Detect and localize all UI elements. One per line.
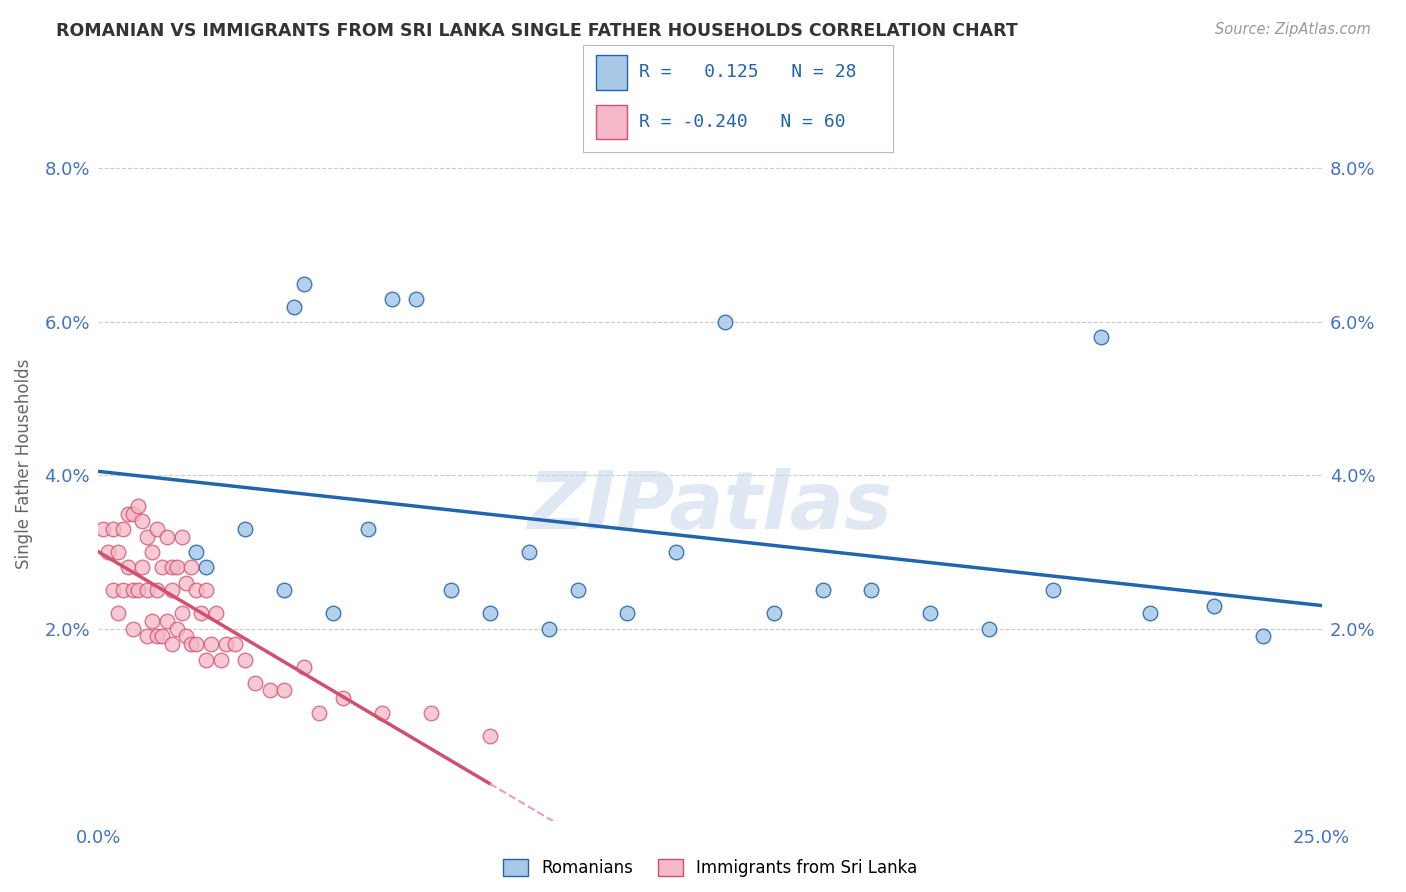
- Point: [665, 545, 688, 559]
- Point: [209, 652, 232, 666]
- Point: [977, 622, 1000, 636]
- Point: [205, 607, 228, 621]
- Text: Source: ZipAtlas.com: Source: ZipAtlas.com: [1215, 22, 1371, 37]
- Point: [186, 637, 208, 651]
- Point: [111, 583, 134, 598]
- Point: [121, 507, 143, 521]
- Point: [195, 583, 218, 598]
- Point: [371, 706, 394, 721]
- Point: [156, 614, 179, 628]
- Point: [195, 560, 218, 574]
- Point: [166, 622, 188, 636]
- Text: ZIPatlas: ZIPatlas: [527, 467, 893, 546]
- Point: [233, 522, 256, 536]
- Point: [101, 583, 124, 598]
- Point: [150, 630, 173, 644]
- Point: [176, 575, 198, 590]
- Point: [91, 522, 114, 536]
- Point: [146, 583, 169, 598]
- Point: [180, 637, 202, 651]
- Point: [405, 292, 427, 306]
- Point: [131, 515, 153, 529]
- Point: [811, 583, 834, 598]
- Point: [117, 560, 139, 574]
- Point: [356, 522, 378, 536]
- Point: [478, 607, 501, 621]
- Point: [332, 690, 354, 705]
- Y-axis label: Single Father Households: Single Father Households: [15, 359, 34, 569]
- Point: [121, 622, 143, 636]
- Point: [1251, 630, 1274, 644]
- Point: [224, 637, 246, 651]
- Point: [292, 277, 315, 291]
- Point: [420, 706, 443, 721]
- Point: [111, 522, 134, 536]
- Point: [107, 545, 129, 559]
- Point: [259, 683, 281, 698]
- Point: [322, 607, 344, 621]
- Point: [243, 675, 266, 690]
- Point: [156, 530, 179, 544]
- Point: [170, 530, 193, 544]
- Point: [176, 630, 198, 644]
- Point: [131, 560, 153, 574]
- Point: [478, 729, 501, 743]
- Point: [200, 637, 222, 651]
- Point: [233, 652, 256, 666]
- Point: [567, 583, 589, 598]
- Point: [860, 583, 883, 598]
- FancyBboxPatch shape: [596, 104, 627, 139]
- Point: [292, 660, 315, 674]
- Point: [136, 583, 159, 598]
- Point: [141, 545, 163, 559]
- Point: [121, 583, 143, 598]
- Point: [127, 583, 149, 598]
- Point: [381, 292, 404, 306]
- Point: [127, 499, 149, 513]
- Point: [160, 637, 183, 651]
- Point: [273, 583, 295, 598]
- Point: [214, 637, 236, 651]
- Point: [616, 607, 638, 621]
- Point: [762, 607, 785, 621]
- Point: [146, 522, 169, 536]
- Point: [283, 300, 305, 314]
- Point: [1042, 583, 1064, 598]
- Point: [537, 622, 560, 636]
- Point: [141, 614, 163, 628]
- Point: [713, 315, 735, 329]
- Point: [101, 522, 124, 536]
- Legend: Romanians, Immigrants from Sri Lanka: Romanians, Immigrants from Sri Lanka: [496, 852, 924, 884]
- Point: [186, 545, 208, 559]
- Point: [160, 560, 183, 574]
- Point: [1139, 607, 1161, 621]
- Point: [170, 607, 193, 621]
- Point: [273, 683, 295, 698]
- Point: [117, 507, 139, 521]
- Point: [160, 583, 183, 598]
- Point: [920, 607, 942, 621]
- Point: [308, 706, 330, 721]
- Point: [136, 630, 159, 644]
- Point: [146, 630, 169, 644]
- Point: [186, 583, 208, 598]
- Text: R = -0.240   N = 60: R = -0.240 N = 60: [640, 112, 846, 130]
- Text: ROMANIAN VS IMMIGRANTS FROM SRI LANKA SINGLE FATHER HOUSEHOLDS CORRELATION CHART: ROMANIAN VS IMMIGRANTS FROM SRI LANKA SI…: [56, 22, 1018, 40]
- Point: [1090, 330, 1112, 344]
- FancyBboxPatch shape: [596, 55, 627, 89]
- Point: [517, 545, 540, 559]
- Point: [180, 560, 202, 574]
- Point: [107, 607, 129, 621]
- Point: [166, 560, 188, 574]
- Text: R =   0.125   N = 28: R = 0.125 N = 28: [640, 63, 856, 81]
- Point: [136, 530, 159, 544]
- Point: [190, 607, 212, 621]
- Point: [97, 545, 120, 559]
- Point: [1202, 599, 1225, 613]
- Point: [150, 560, 173, 574]
- Point: [440, 583, 463, 598]
- Point: [195, 652, 218, 666]
